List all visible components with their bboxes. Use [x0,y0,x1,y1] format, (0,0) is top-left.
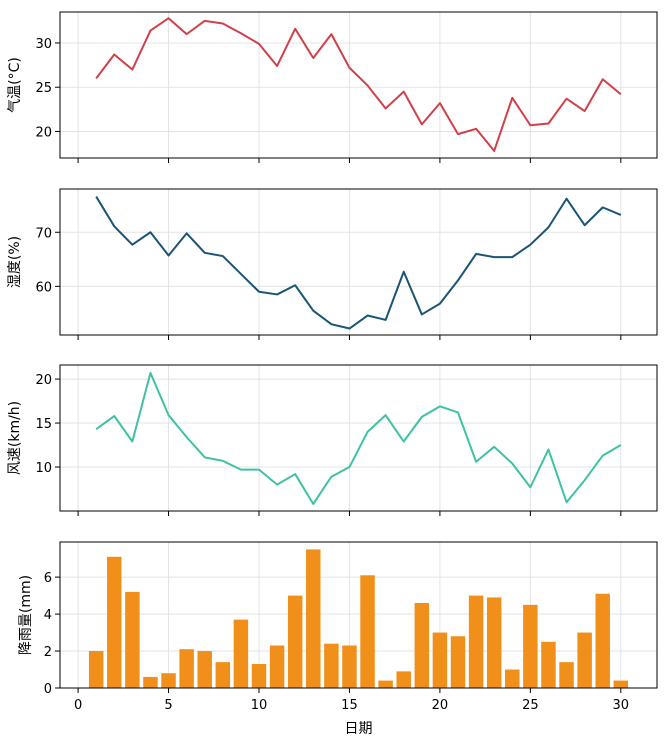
bar [378,681,392,688]
bar [306,549,320,688]
bar [179,649,193,688]
subplot-3: 10 15 20 风速(km/h) [7,365,657,516]
y-tick-label: 20 [35,373,52,388]
bar [161,673,175,688]
bar [143,677,157,688]
subplot-2: 60 70 湿度(%) [7,189,657,340]
bar [324,644,338,688]
bar [595,594,609,688]
y-tick-label: 6 [44,571,52,586]
bar [487,597,501,688]
x-tick-label: 0 [74,698,82,713]
x-tick-label: 30 [613,698,630,713]
bar [270,645,284,688]
y-axis-label: 降雨量(mm) [18,575,34,655]
series-line [96,197,621,329]
bar [523,605,537,688]
x-tick-label: 25 [522,698,539,713]
x-tick-label: 20 [432,698,449,713]
y-tick-label: 15 [35,417,52,432]
subplot-1: 20 25 30 气温(°C) [7,12,657,163]
plot-frame [60,365,657,511]
bar [342,645,356,688]
y-tick-label: 30 [35,37,52,52]
bar [107,557,121,688]
bar [469,596,483,688]
bar [216,662,230,688]
bar [541,642,555,688]
bar [252,664,266,688]
bar [505,670,519,688]
y-tick-label: 10 [35,461,52,476]
y-tick-label: 25 [35,81,52,96]
y-axis-label: 气温(°C) [7,57,23,113]
bar [234,620,248,688]
y-axis-label: 风速(km/h) [7,401,23,475]
y-tick-label: 4 [44,608,52,623]
x-tick-label: 5 [164,698,172,713]
bar [451,636,465,688]
y-tick-label: 0 [44,682,52,697]
bar [614,681,628,688]
series-line [96,373,621,504]
bar [360,575,374,688]
x-tick-label: 15 [341,698,358,713]
bar [433,633,447,688]
y-tick-label: 2 [44,645,52,660]
y-tick-label: 20 [35,125,52,140]
subplot-4: 0 5 10 15 20 25 30 0 2 4 6 降雨量(mm) 日期 [18,542,657,737]
bar [415,603,429,688]
bar [577,633,591,688]
bar [559,662,573,688]
x-tick-label: 10 [251,698,268,713]
bar [197,651,211,688]
bar [89,651,103,688]
plot-frame [60,189,657,335]
bar [396,671,410,688]
y-tick-label: 60 [35,280,52,295]
y-tick-label: 70 [35,226,52,241]
bar [125,592,139,688]
bar [288,596,302,688]
y-axis-label: 湿度(%) [7,236,23,288]
x-axis-label: 日期 [345,721,373,737]
